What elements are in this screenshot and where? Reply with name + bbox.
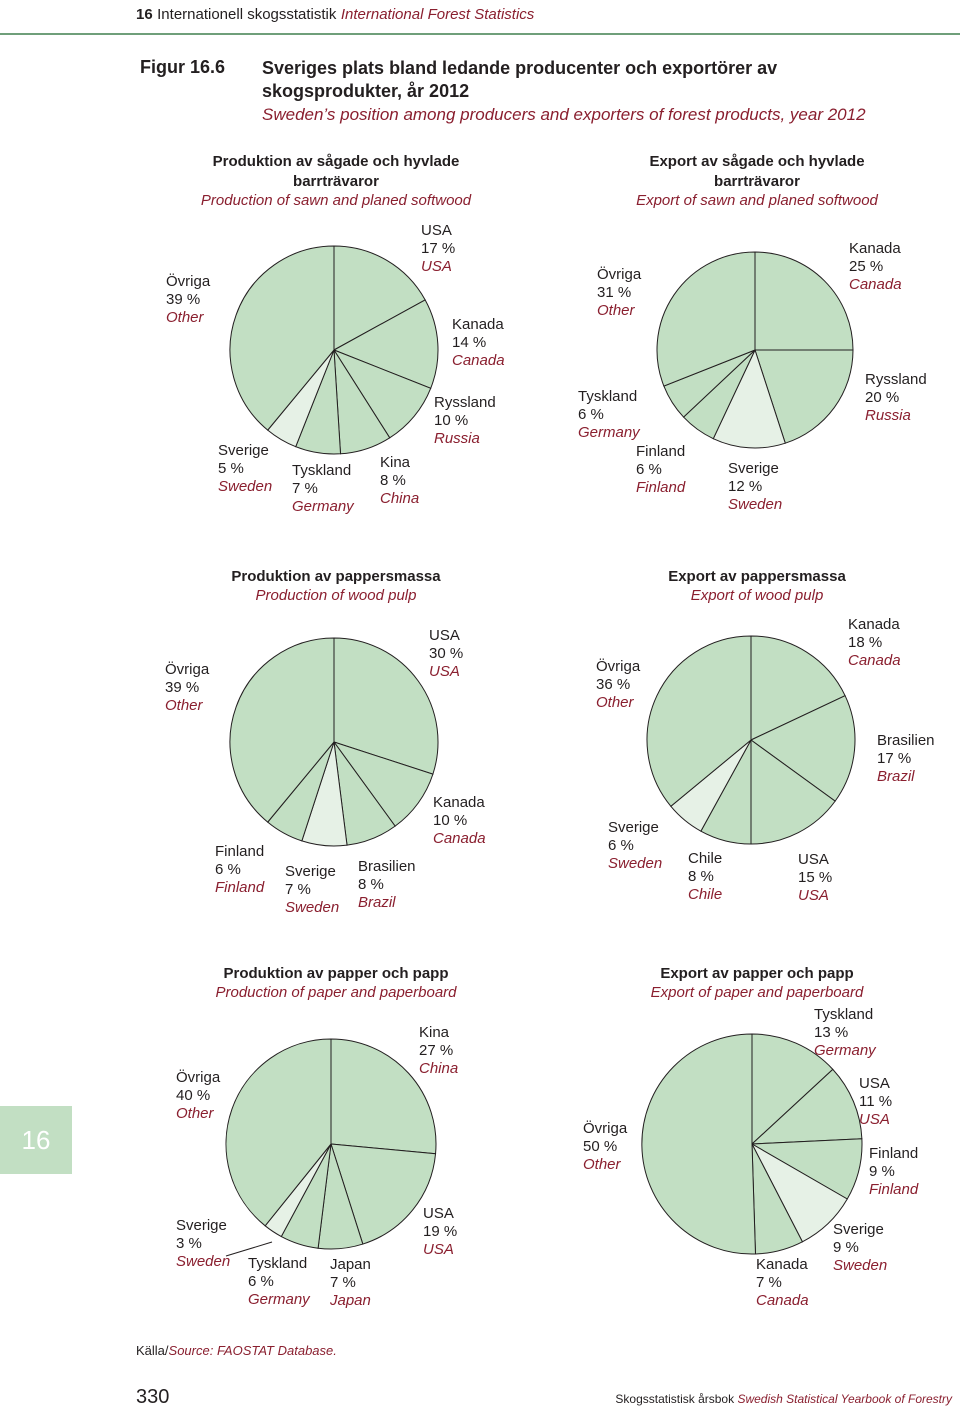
pie-slice-canada <box>332 299 439 389</box>
footer-publication: Skogsstatistisk årsbok Swedish Statistic… <box>615 1392 952 1406</box>
pie-slice-russia <box>754 349 854 444</box>
chart-title-block-4: Export av pappersmassa Export of wood pu… <box>607 567 907 604</box>
pie-chart-paper-export <box>641 1033 863 1255</box>
pie-slice-usa <box>333 245 426 351</box>
chapter-tab: 16 <box>0 1106 72 1174</box>
chart-title-en: Production of wood pulp <box>255 587 417 604</box>
chart-title-en: Production of paper and paperboard <box>215 984 457 1001</box>
footer-title-en: Swedish Statistical Yearbook of Forestry <box>737 1392 952 1406</box>
slice-label-sweden: Sverige 3 % Sweden <box>176 1217 231 1270</box>
header-section-number: 16 <box>136 6 153 23</box>
pie-chart-pulp-export <box>646 635 856 845</box>
pie-slice-other <box>656 251 756 387</box>
chart-title-block-5: Produktion av papper och papp Production… <box>186 964 486 1001</box>
slice-label: Kanada 14 % Canada <box>452 316 505 369</box>
slice-label: Brasilien 8 % Brazil <box>358 858 416 911</box>
running-header: 16 Internationell skogsstatistik Interna… <box>0 0 960 34</box>
chart-title-block-2: Export av sågade och hyvlade barrträvaro… <box>607 152 907 209</box>
pie-slice-other <box>229 245 335 431</box>
pie-slice-sweden <box>712 348 786 449</box>
pie-slice-china <box>330 1038 437 1155</box>
slice-label: Tyskland 13 % Germany <box>814 1006 876 1059</box>
slice-label: Kanada 18 % Canada <box>848 616 901 669</box>
chart-title-block-1: Produktion av sågade och hyvlade barrträ… <box>186 152 486 209</box>
pie-slice-usa <box>330 1143 437 1245</box>
slice-label: Övriga 40 % Other <box>176 1069 221 1122</box>
header-divider <box>0 33 960 35</box>
pie-chart-sawn-export <box>656 251 854 449</box>
source-label-sv: Källa/ <box>136 1343 169 1358</box>
slice-label: Japan 7 % Japan <box>330 1256 371 1309</box>
source-label-en: Source: FAOSTAT Database. <box>168 1343 337 1358</box>
chart-title-en: Export of wood pulp <box>690 587 824 604</box>
slice-label-sweden: Sverige 9 % Sweden <box>833 1221 888 1274</box>
slice-label: Tyskland 6 % Germany <box>578 388 640 441</box>
slice-label-sweden: Sverige 5 % Sweden <box>218 442 273 495</box>
page-number: 330 <box>136 1386 170 1408</box>
pie-slice-germany <box>751 1033 834 1146</box>
footer-title-sv: Skogsstatistisk årsbok <box>615 1392 735 1406</box>
slice-label: Tyskland 7 % Germany <box>292 462 354 515</box>
pie-slice-usa <box>333 637 439 775</box>
slice-label: Finland 6 % Finland <box>636 443 686 496</box>
chart-title: Export av pappersmassa <box>668 568 846 585</box>
slice-label: Chile 8 % Chile <box>688 850 723 903</box>
chart-title-en: Export of paper and paperboard <box>650 984 864 1001</box>
slice-label: Kanada 25 % Canada <box>849 240 902 293</box>
header-title-sv: Internationell skogsstatistik <box>157 6 337 23</box>
slice-label: Tyskland 6 % Germany <box>248 1255 310 1308</box>
slice-label: Ryssland 10 % Russia <box>434 394 496 447</box>
pie-slice-other <box>225 1038 332 1227</box>
pie-slice-brazil <box>750 695 856 802</box>
slice-label: USA 19 % USA <box>423 1205 458 1258</box>
slice-label: USA 11 % USA <box>859 1075 893 1128</box>
slice-label: Övriga 50 % Other <box>583 1120 628 1173</box>
slice-label: USA 15 % USA <box>798 851 833 904</box>
slice-label: Finland 9 % Finland <box>869 1145 919 1198</box>
pie-chart-sawn-production <box>229 245 439 455</box>
slice-label: Övriga 39 % Other <box>165 661 210 714</box>
slice-label: Kina 8 % China <box>380 454 420 507</box>
slice-label: USA 17 % USA <box>421 222 456 275</box>
pie-slice-other <box>646 635 752 807</box>
slice-label: Kanada 7 % Canada <box>756 1256 809 1309</box>
chart-title: Produktion av pappersmassa <box>231 568 441 585</box>
slice-label: Kina 27 % China <box>419 1024 459 1077</box>
chart-title-en: Export of sawn and planed softwood <box>636 192 878 209</box>
slice-label: Övriga 31 % Other <box>597 266 642 319</box>
source-note: Källa/Source: FAOSTAT Database. <box>136 1343 337 1358</box>
leader-line-sweden-paper <box>225 1241 273 1257</box>
header-title-en: International Forest Statistics <box>340 6 535 23</box>
chart-title: Export av sågade och hyvlade barrträvaro… <box>649 153 865 190</box>
pie-chart-pulp-production <box>229 637 439 847</box>
slice-label: Finland 6 % Finland <box>215 843 265 896</box>
pie-slice-canada <box>750 635 846 741</box>
pie-slice-canada <box>754 251 854 351</box>
chart-title-en: Production of sawn and planed softwood <box>200 192 472 209</box>
figure-title-en: Sweden’s position among producers and ex… <box>262 105 866 124</box>
slice-label: Övriga 39 % Other <box>166 273 211 326</box>
pie-slice-usa <box>750 1068 863 1145</box>
chart-title-block-3: Produktion av pappersmassa Production of… <box>186 567 486 604</box>
chart-title: Export av papper och papp <box>660 965 854 982</box>
slice-label-sweden: Sverige 6 % Sweden <box>608 819 663 872</box>
figure-label: Figur 16.6 <box>140 57 226 77</box>
slice-label-sweden: Sverige 7 % Sweden <box>285 863 340 916</box>
slice-label: Ryssland 20 % Russia <box>865 371 927 424</box>
chart-title-block-6: Export av papper och papp Export of pape… <box>607 964 907 1001</box>
slice-label: Kanada 10 % Canada <box>433 794 486 847</box>
pie-slice-other <box>641 1033 757 1255</box>
slice-label: Övriga 36 % Other <box>596 658 641 711</box>
pie-slice-other <box>229 637 335 823</box>
slice-label: USA 30 % USA <box>429 627 464 680</box>
figure-title: Sveriges plats bland ledande producenter… <box>262 58 778 101</box>
pie-chart-paper-production <box>225 1038 437 1250</box>
chart-title: Produktion av papper och papp <box>223 965 449 982</box>
slice-label: Brasilien 17 % Brazil <box>877 732 935 785</box>
chart-title: Produktion av sågade och hyvlade barrträ… <box>212 153 460 190</box>
slice-label-sweden: Sverige 12 % Sweden <box>728 460 783 513</box>
pie-slice-usa <box>750 739 836 845</box>
